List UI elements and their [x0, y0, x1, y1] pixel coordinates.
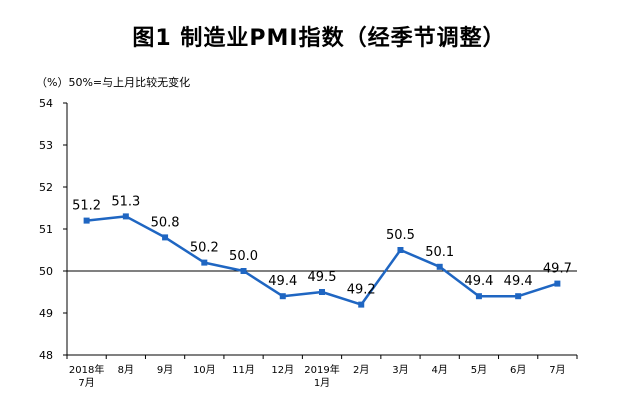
x-tick-label-line: 2018年: [69, 363, 104, 376]
x-tick-label: 3月: [392, 364, 408, 376]
y-tick-label: 48: [39, 349, 53, 362]
x-tick-label-line: 4月: [432, 364, 448, 376]
x-tick-label: 10月: [193, 364, 216, 376]
data-point: [240, 268, 247, 274]
x-tick-label-line: 2月: [353, 364, 369, 376]
data-label: 51.3: [111, 194, 140, 209]
data-point: [515, 293, 522, 300]
data-point: [201, 259, 208, 266]
x-tick-label: 12月: [271, 364, 294, 376]
data-label: 50.0: [229, 249, 258, 264]
data-point: [162, 234, 169, 241]
data-point: [554, 280, 561, 287]
data-label: 49.4: [504, 274, 533, 289]
data-point: [319, 289, 325, 295]
data-label: 51.2: [72, 199, 101, 214]
x-tick-label-line: 10月: [193, 364, 216, 376]
x-tick-label: 9月: [157, 364, 173, 376]
x-tick-label-line: 7月: [549, 364, 565, 376]
x-tick-label: 4月: [432, 364, 448, 376]
x-tick-label: 2018年 7月: [69, 363, 104, 389]
data-point: [436, 263, 443, 270]
x-tick-label-line: 11月: [232, 364, 255, 376]
data-label: 50.8: [151, 215, 180, 230]
x-tick-label-line: 1月: [314, 377, 330, 389]
x-tick-label-line: 9月: [157, 364, 173, 376]
data-label: 49.4: [464, 274, 493, 289]
y-tick-label: 49: [39, 307, 53, 320]
x-tick-label-line: 7月: [78, 377, 94, 389]
x-tick-label: 2月: [353, 364, 369, 376]
data-point: [475, 293, 482, 300]
y-tick-label: 51: [39, 223, 53, 236]
data-label: 50.1: [425, 245, 454, 260]
unit-note: （%）50%=与上月比较无变化: [36, 76, 191, 89]
data-label: 49.5: [308, 270, 337, 285]
chart-title: 图1 制造业PMI指数（经季节调整）: [132, 26, 506, 51]
data-label: 49.4: [268, 274, 297, 289]
data-label: 49.7: [543, 262, 572, 277]
data-label: 50.2: [190, 241, 219, 256]
x-tick-label: 2019年 1月: [304, 363, 339, 389]
x-tick-label: 11月: [232, 364, 255, 376]
y-tick-label: 53: [39, 139, 53, 152]
x-tick-label-line: 8月: [118, 364, 134, 376]
data-point: [397, 247, 404, 253]
data-point: [358, 301, 365, 308]
x-tick-label: 7月: [549, 364, 565, 376]
data-point: [83, 217, 90, 224]
y-tick-label: 52: [39, 181, 53, 194]
data-label: 50.5: [386, 228, 415, 243]
y-tick-label: 54: [39, 97, 53, 110]
x-tick-label: 5月: [471, 364, 487, 376]
x-tick-label: 6月: [510, 364, 526, 376]
y-tick-label: 50: [39, 265, 53, 278]
data-point: [279, 293, 286, 300]
data-point: [122, 213, 129, 220]
x-tick-label-line: 5月: [471, 364, 487, 376]
x-tick-label-line: 3月: [392, 364, 408, 376]
x-tick-label: 8月: [118, 364, 134, 376]
x-tick-label-line: 6月: [510, 364, 526, 376]
data-label: 49.2: [347, 283, 376, 298]
x-tick-label-line: 12月: [271, 364, 294, 376]
x-tick-label-line: 2019年: [304, 363, 339, 376]
